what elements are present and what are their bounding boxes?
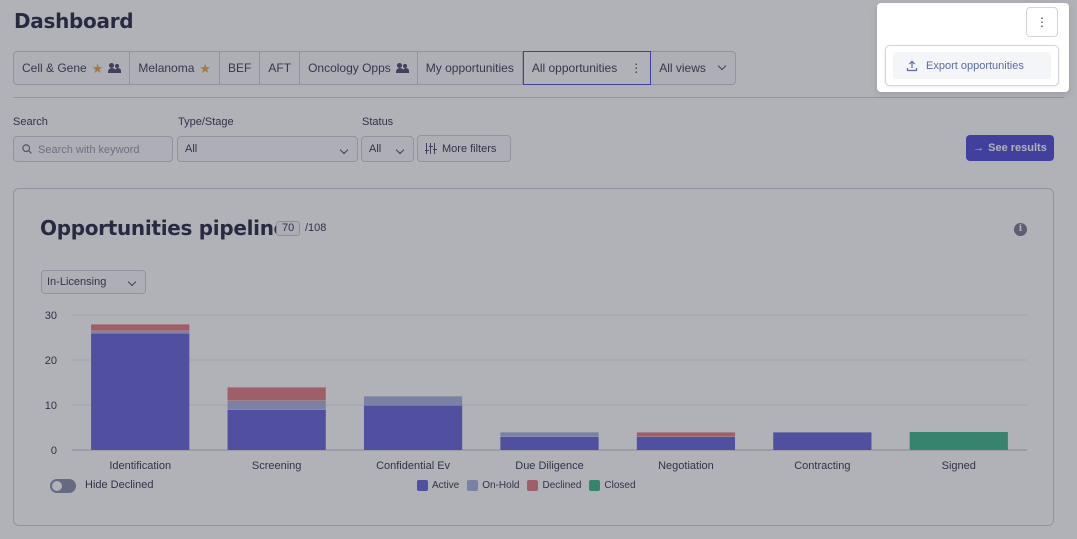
view-label: AFT bbox=[268, 61, 292, 75]
chevron-down-icon bbox=[395, 145, 405, 155]
y-tick-label: 20 bbox=[45, 355, 57, 367]
chart-legend: Active On-Hold Declined Closed bbox=[417, 480, 636, 491]
chevron-down-icon bbox=[339, 145, 349, 155]
x-tick-label: Due Diligence bbox=[515, 460, 583, 472]
status-label: Status bbox=[362, 116, 394, 128]
view-tab-melanoma[interactable]: Melanoma ★ bbox=[130, 51, 221, 85]
type-stage-label: Type/Stage bbox=[178, 116, 234, 128]
bar-segment bbox=[227, 400, 326, 410]
more-filters-button[interactable]: More filters bbox=[417, 135, 511, 162]
legend-label: Active bbox=[432, 480, 460, 491]
legend-label: On-Hold bbox=[482, 480, 520, 491]
legend-item[interactable]: On-Hold bbox=[467, 480, 519, 491]
pipeline-count-badge: 70 bbox=[276, 221, 301, 236]
pipeline-type-value: In-Licensing bbox=[47, 276, 107, 288]
actions-popover: ⋮ Export opportunities bbox=[877, 3, 1069, 92]
hide-declined-label: Hide Declined bbox=[85, 479, 154, 491]
view-tab-aft[interactable]: AFT bbox=[260, 51, 301, 85]
pipeline-total: /108 bbox=[305, 222, 327, 234]
y-tick-label: 0 bbox=[51, 445, 57, 457]
x-tick-label: Screening bbox=[252, 460, 302, 472]
bar-segment bbox=[91, 324, 190, 331]
export-opportunities-menu-item[interactable]: Export opportunities bbox=[893, 52, 1051, 79]
kebab-icon[interactable]: ⋮ bbox=[630, 61, 643, 75]
chevron-down-icon bbox=[717, 61, 727, 71]
view-tab-cell-gene[interactable]: Cell & Gene ★ bbox=[13, 51, 131, 85]
search-input[interactable] bbox=[38, 141, 168, 158]
x-tick-label: Confidential Ev bbox=[376, 460, 450, 472]
more-filters-label: More filters bbox=[442, 142, 497, 155]
legend-swatch bbox=[589, 480, 601, 491]
bar-segment bbox=[227, 387, 326, 401]
x-tick-label: Signed bbox=[942, 460, 976, 472]
bar-segment bbox=[636, 432, 736, 437]
legend-item[interactable]: Active bbox=[417, 480, 459, 491]
bar-segment bbox=[636, 436, 736, 450]
view-tab-all-opportunities[interactable]: All opportunities ⋮ bbox=[522, 51, 652, 85]
shared-users-icon bbox=[108, 63, 122, 73]
type-stage-select[interactable]: All bbox=[177, 136, 358, 162]
view-label: Cell & Gene bbox=[22, 61, 87, 75]
pipeline-card: Opportunities pipeline 70 /108 i In-Lice… bbox=[13, 188, 1054, 526]
view-tab-oncology-opps[interactable]: Oncology Opps bbox=[300, 51, 418, 85]
x-tick-label: Contracting bbox=[794, 460, 850, 472]
info-icon[interactable]: i bbox=[1014, 223, 1027, 236]
actions-menu: Export opportunities bbox=[885, 45, 1059, 86]
y-tick-label: 10 bbox=[45, 400, 57, 412]
status-select[interactable]: All bbox=[361, 136, 414, 162]
view-label: BEF bbox=[228, 61, 252, 75]
page-title: Dashboard bbox=[14, 9, 134, 33]
bar-segment bbox=[363, 405, 463, 450]
legend-label: Closed bbox=[604, 480, 636, 491]
status-value: All bbox=[369, 143, 382, 155]
y-tick-label: 30 bbox=[45, 310, 57, 322]
bar-segment bbox=[500, 436, 599, 450]
x-tick-label: Negotiation bbox=[658, 460, 714, 472]
sliders-icon bbox=[425, 143, 437, 154]
bar-segment bbox=[500, 432, 599, 437]
legend-label: Declined bbox=[542, 480, 582, 491]
pipeline-bar-chart: 0 10 20 30 Identification Screening Confidenti… bbox=[45, 310, 1027, 472]
hide-declined-toggle[interactable] bbox=[50, 479, 76, 493]
legend-swatch bbox=[417, 480, 428, 491]
legend-swatch bbox=[527, 480, 539, 491]
bar-segment bbox=[363, 396, 463, 405]
view-label: Oncology Opps bbox=[308, 61, 391, 75]
star-icon: ★ bbox=[199, 60, 212, 76]
search-label: Search bbox=[13, 116, 48, 128]
export-opportunities-label: Export opportunities bbox=[926, 59, 1024, 72]
legend-swatch bbox=[467, 480, 479, 491]
see-results-button[interactable]: → See results bbox=[966, 135, 1054, 161]
legend-item[interactable]: Closed bbox=[589, 480, 636, 491]
star-icon: ★ bbox=[91, 60, 104, 76]
type-stage-value: All bbox=[185, 143, 198, 155]
search-icon bbox=[22, 144, 32, 154]
view-label: My opportunities bbox=[425, 61, 514, 75]
bar-segment bbox=[91, 330, 190, 333]
search-box bbox=[13, 136, 173, 162]
saved-views-bar: Cell & Gene ★ Melanoma ★ BEF AFT Oncolog… bbox=[13, 51, 736, 85]
pipeline-type-select[interactable]: In-Licensing bbox=[41, 270, 146, 294]
bar-segment bbox=[227, 409, 326, 450]
x-tick-label: Identification bbox=[109, 460, 171, 472]
view-tab-my-opportunities[interactable]: My opportunities bbox=[417, 51, 523, 85]
view-tab-bef[interactable]: BEF bbox=[220, 51, 261, 85]
kebab-icon: ⋮ bbox=[1036, 15, 1048, 29]
bar-segment bbox=[909, 432, 1008, 450]
see-results-label: See results bbox=[988, 142, 1047, 154]
bar-segment bbox=[773, 432, 872, 450]
view-label: All opportunities bbox=[531, 61, 618, 75]
shared-users-icon bbox=[395, 63, 409, 73]
pipeline-title: Opportunities pipeline bbox=[40, 216, 287, 240]
view-label: Melanoma bbox=[138, 61, 195, 75]
view-label: All views bbox=[659, 61, 706, 75]
bar-segment bbox=[91, 333, 190, 450]
arrow-right-icon: → bbox=[973, 142, 985, 154]
header-divider bbox=[13, 97, 1064, 98]
more-actions-button[interactable]: ⋮ bbox=[1026, 7, 1058, 37]
legend-item[interactable]: Declined bbox=[527, 480, 581, 491]
upload-icon bbox=[906, 59, 918, 71]
all-views-dropdown[interactable]: All views bbox=[651, 51, 736, 85]
